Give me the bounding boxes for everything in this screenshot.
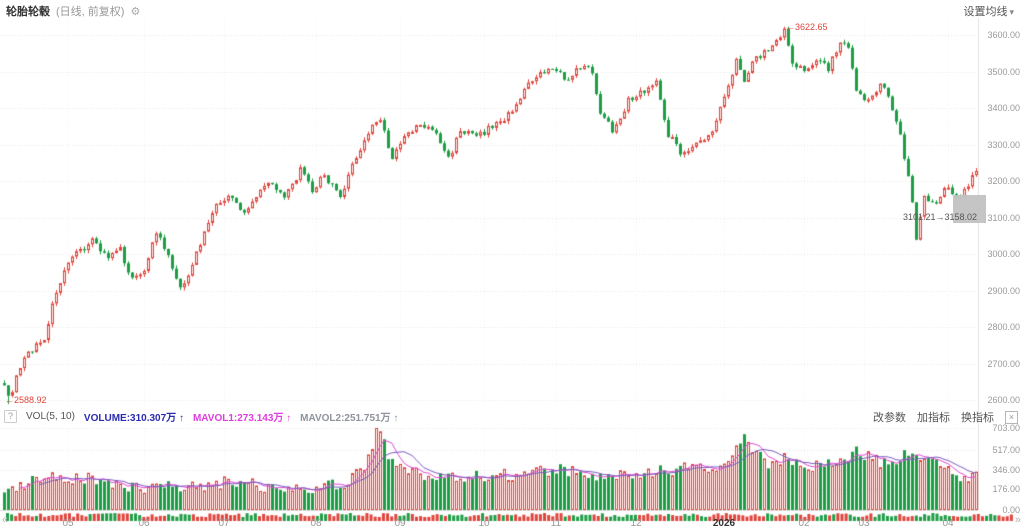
up-arrow-icon: ↑ [178, 413, 184, 424]
up-arrow-icon: ↑ [393, 413, 399, 424]
chart-header: 轮胎轮毂 (日线, 前复权) ⚙ [6, 3, 140, 19]
ma-settings-label: 设置均线 [963, 6, 1008, 18]
gear-icon[interactable]: ⚙ [130, 5, 141, 18]
caret-down-icon: ▾ [1009, 7, 1014, 17]
selection-highlight [953, 195, 986, 223]
ma-settings-button[interactable]: 设置均线 ▾ [963, 3, 1014, 19]
volume-value: VOLUME:310.307万 ↑ [83, 413, 184, 424]
symbol-title: 轮胎轮毂 [6, 6, 50, 18]
switch-indicator-button[interactable]: 换指标 [961, 412, 994, 424]
close-indicator-icon[interactable]: × [1005, 410, 1018, 424]
volume-indicator-bar: ? VOL(5, 10) VOLUME:310.307万 ↑ MAVOL1:27… [4, 409, 398, 424]
indicator-name: VOL(5, 10) [26, 411, 75, 422]
scroll-left-icon[interactable]: « [2, 514, 9, 526]
change-params-button[interactable]: 改参数 [873, 412, 906, 424]
indicator-buttons: 改参数 加指标 换指标 × [873, 409, 1018, 425]
mavol2-value: MAVOL2:251.751万 ↑ [300, 413, 399, 424]
chart-mode-label: (日线, 前复权) [56, 6, 125, 18]
add-indicator-button[interactable]: 加指标 [917, 412, 950, 424]
help-icon[interactable]: ? [4, 410, 17, 423]
scroll-right-icon[interactable]: » [1014, 514, 1021, 526]
mavol1-value: MAVOL1:273.143万 ↑ [192, 413, 292, 424]
up-arrow-icon: ↑ [286, 413, 292, 424]
